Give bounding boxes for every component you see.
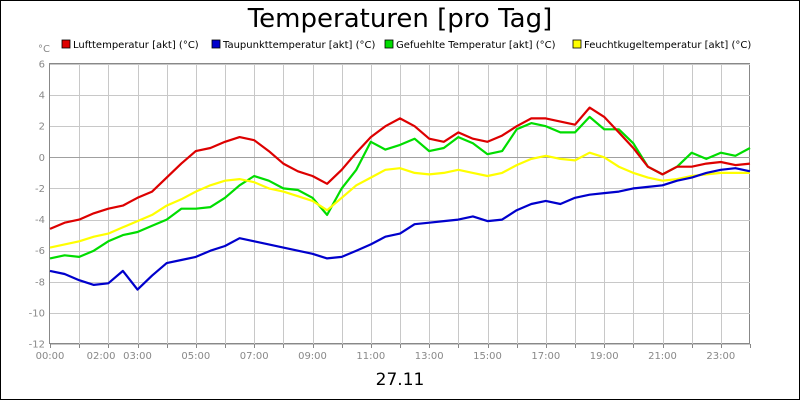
y-tick-label: -8	[35, 277, 45, 288]
legend-label: Feuchtkugeltemperatur [akt] (°C)	[584, 40, 751, 51]
y-tick-label: 0	[39, 153, 45, 164]
plot-background	[49, 63, 750, 344]
x-tick-label: 05:00	[181, 351, 210, 362]
y-tick-label: -4	[35, 215, 45, 226]
x-tick-label: 17:00	[531, 351, 560, 362]
series-line	[49, 115, 751, 260]
y-tick-label: 6	[39, 60, 45, 71]
x-tick-label: 03:00	[123, 351, 152, 362]
series-line	[49, 151, 750, 249]
x-axis: 00:00 02:00 03:00 05:00 07:00 09:00 11:00 13:00…	[36, 344, 751, 362]
x-tick-label: 09:00	[298, 351, 327, 362]
x-tick-label: 23:00	[706, 351, 735, 362]
x-axis-date-label: 27.11	[376, 370, 425, 390]
legend-swatch	[211, 39, 221, 49]
y-tick-label: -6	[35, 246, 45, 257]
x-tick-label: 00:00	[36, 351, 65, 362]
x-tick-label: 02:00	[87, 351, 116, 362]
y-tick-label: 2	[39, 122, 45, 133]
x-tick-label: 11:00	[356, 351, 385, 362]
x-tick-label: 13:00	[415, 351, 444, 362]
legend-label: Taupunkttemperatur [akt] (°C)	[222, 40, 375, 51]
y-axis: 6 4 2 0 -2 -4 -6 -8 -10 -12	[29, 60, 45, 351]
legend-swatch	[61, 39, 71, 49]
x-tick-label: 07:00	[240, 351, 269, 362]
y-tick-label: -2	[35, 184, 45, 195]
x-tick-label: 21:00	[648, 351, 677, 362]
chart-title: Temperaturen [pro Tag]	[247, 4, 553, 34]
y-unit-label: °C	[38, 44, 50, 55]
x-tick-label: 15:00	[473, 351, 502, 362]
series-layer	[49, 106, 751, 291]
legend-label: Gefuehlte Temperatur [akt] (°C)	[396, 40, 556, 51]
series-line	[49, 106, 751, 230]
y-tick-label: -10	[29, 308, 45, 319]
x-tick-label: 19:00	[590, 351, 619, 362]
legend: Lufttemperatur [akt] (°C) Taupunkttempera…	[61, 39, 751, 51]
legend-label: Lufttemperatur [akt] (°C)	[73, 40, 199, 51]
series-line	[49, 167, 751, 291]
legend-swatch	[384, 39, 394, 49]
y-tick-label: -12	[29, 340, 45, 351]
plot-area	[49, 63, 751, 345]
legend-swatch	[572, 39, 582, 49]
y-tick-label: 4	[39, 91, 45, 102]
